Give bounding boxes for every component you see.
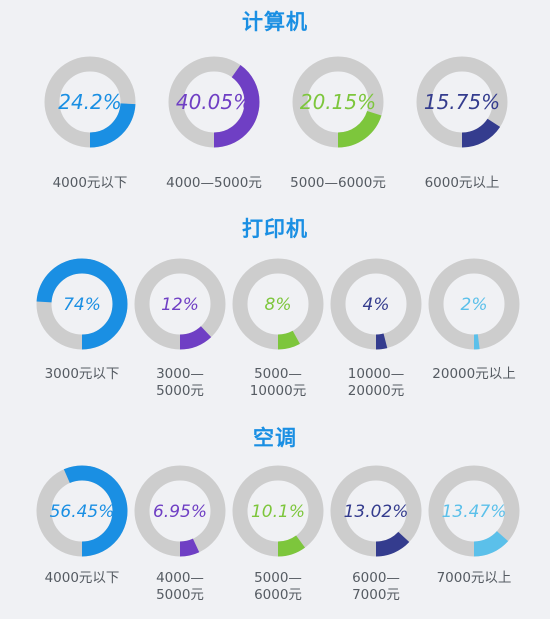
value-label: 10.1%	[251, 502, 305, 522]
category-label: 3000— 5000元	[120, 366, 240, 400]
category-label: 5000—6000元	[218, 570, 338, 604]
donut-segment	[168, 56, 260, 148]
category-label-line: 4000—	[156, 570, 204, 586]
donut-segment	[292, 56, 384, 148]
donut-chart: 13.47%	[428, 465, 520, 557]
category-label-line: 7000元	[352, 587, 400, 603]
donut-segment	[416, 56, 508, 148]
category-label: 4000—5000元	[120, 570, 240, 604]
donut-chart: 24.2%	[44, 56, 136, 148]
category-label-line: 5000—6000元	[290, 175, 386, 191]
category-label-line: 3000—	[156, 366, 204, 382]
category-label: 6000元以上	[402, 175, 522, 192]
donut-segment	[428, 465, 520, 557]
category-label-line: 20000元	[347, 383, 405, 399]
value-label: 74%	[63, 295, 101, 315]
value-label: 12%	[161, 295, 199, 315]
category-label-line: 5000元	[156, 587, 204, 603]
donut-chart: 13.02%	[330, 465, 422, 557]
value-label: 40.05%	[176, 90, 252, 114]
donut-segment	[428, 258, 520, 350]
category-label: 4000—5000元	[154, 175, 274, 192]
category-label: 20000元以上	[414, 366, 534, 383]
category-label-line: 5000元	[156, 383, 204, 399]
donut-chart: 56.45%	[36, 465, 128, 557]
category-label-line: 5000—	[254, 366, 302, 382]
donut-segment	[44, 56, 136, 148]
section-title: 计算机	[242, 10, 308, 34]
donut-chart: 8%	[232, 258, 324, 350]
category-label-line: 10000元	[249, 383, 307, 399]
donut-chart: 10.1%	[232, 465, 324, 557]
category-label-line: 6000元以上	[424, 175, 500, 191]
value-label: 4%	[363, 295, 390, 315]
category-label: 5000— 10000元	[218, 366, 338, 400]
value-label: 24.2%	[58, 90, 122, 114]
category-label: 4000元以下	[30, 175, 150, 192]
value-label: 15.75%	[424, 90, 500, 114]
value-label: 13.47%	[442, 502, 507, 522]
donut-segment	[134, 258, 226, 350]
category-label: 10000— 20000元	[316, 366, 436, 400]
donut-segment	[36, 465, 128, 557]
donut-segment	[36, 258, 128, 350]
category-label-line: 6000元	[254, 587, 302, 603]
donut-chart: 6.95%	[134, 465, 226, 557]
donut-segment	[330, 258, 422, 350]
category-label: 4000元以下	[22, 570, 142, 587]
donut-chart: 15.75%	[416, 56, 508, 148]
category-label-line: 6000—	[352, 570, 400, 586]
category-label-line: 10000—	[347, 366, 405, 382]
category-label: 5000—6000元	[278, 175, 398, 192]
category-label-line: 4000—5000元	[166, 175, 262, 191]
category-label-line: 20000元以上	[432, 366, 516, 382]
category-label-line: 3000元以下	[44, 366, 120, 382]
value-label: 2%	[461, 295, 488, 315]
section-title: 空调	[253, 426, 297, 450]
donut-chart: 12%	[134, 258, 226, 350]
value-label: 56.45%	[50, 502, 115, 522]
donut-chart: 74%	[36, 258, 128, 350]
donut-chart: 20.15%	[292, 56, 384, 148]
donut-chart: 40.05%	[168, 56, 260, 148]
donut-segment	[232, 258, 324, 350]
section-title: 打印机	[242, 217, 308, 241]
category-label-line: 5000—	[254, 570, 302, 586]
category-label-line: 4000元以下	[52, 175, 128, 191]
category-label-line: 7000元以上	[436, 570, 512, 586]
value-label: 20.15%	[300, 90, 376, 114]
donut-segment	[134, 465, 226, 557]
category-label-line: 4000元以下	[44, 570, 120, 586]
donut-chart: 2%	[428, 258, 520, 350]
value-label: 6.95%	[153, 502, 207, 522]
donut-segment	[232, 465, 324, 557]
category-label: 6000— 7000元	[316, 570, 436, 604]
category-label: 3000元以下	[22, 366, 142, 383]
donut-segment	[330, 465, 422, 557]
donut-chart: 4%	[330, 258, 422, 350]
value-label: 13.02%	[344, 502, 409, 522]
value-label: 8%	[265, 295, 292, 315]
category-label: 7000元以上	[414, 570, 534, 587]
